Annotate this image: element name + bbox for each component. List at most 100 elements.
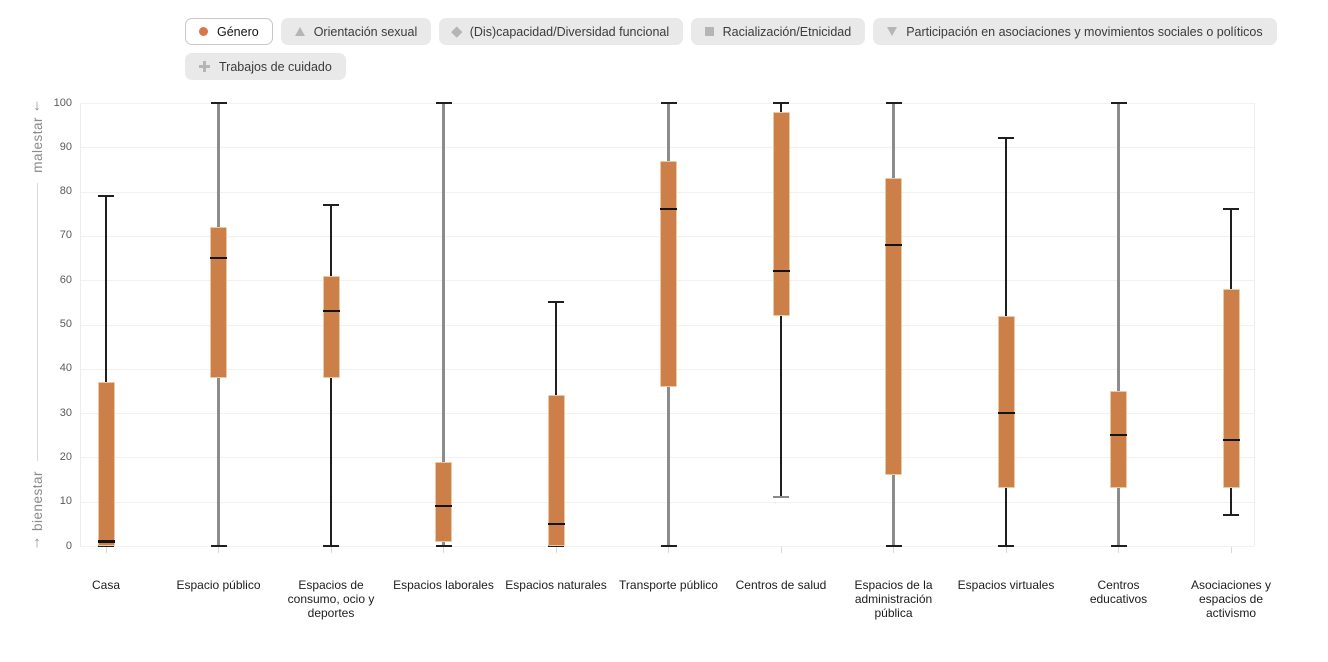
median-line bbox=[1110, 434, 1127, 437]
legend: Género Orientación sexual (Dis)capacidad/D… bbox=[185, 18, 1277, 80]
x-axis-label: Centros de salud bbox=[735, 578, 827, 592]
whisker-cap-top bbox=[98, 195, 114, 198]
x-axis-label: Espacio público bbox=[176, 578, 261, 592]
triangle-up-icon bbox=[294, 27, 305, 36]
whisker-cap-top bbox=[660, 102, 677, 104]
gridline-y-20 bbox=[80, 457, 1254, 459]
x-axis-label: Espacios de la administración pública bbox=[854, 578, 933, 621]
y-tick-label: 30 bbox=[59, 406, 72, 419]
circle-icon bbox=[199, 27, 208, 36]
y-tick-label: 90 bbox=[59, 140, 72, 153]
whisker-cap-bottom bbox=[548, 545, 564, 547]
whisker-cap-bottom bbox=[773, 496, 789, 499]
whisker-cap-bottom bbox=[1223, 513, 1239, 516]
y-tick-label: 20 bbox=[59, 450, 72, 463]
legend-button-genero[interactable]: Género bbox=[185, 18, 273, 45]
x-axis-label: Espacios de consumo, ocio y deportes bbox=[287, 578, 375, 621]
x-axis-label: Casa bbox=[91, 578, 120, 592]
whisker-cap-bottom bbox=[998, 545, 1014, 547]
plus-icon bbox=[199, 61, 210, 72]
gridline-y-30 bbox=[80, 413, 1254, 415]
median-line bbox=[547, 522, 565, 525]
median-line bbox=[97, 540, 115, 543]
x-tick bbox=[330, 547, 332, 553]
x-axis-label: Transporte público bbox=[619, 578, 718, 592]
whisker-line bbox=[1117, 103, 1120, 546]
legend-button-label: (Dis)capacidad/Diversidad funcional bbox=[469, 24, 670, 39]
legend-button-label: Género bbox=[217, 24, 259, 39]
x-tick bbox=[443, 547, 444, 553]
x-tick bbox=[1230, 547, 1232, 553]
iqr-box bbox=[1222, 289, 1240, 489]
arrow-down-icon: ↓ bbox=[33, 97, 41, 114]
whisker-cap-bottom bbox=[885, 545, 902, 547]
y-tick-label: 70 bbox=[59, 229, 72, 242]
whisker-cap-top bbox=[1110, 102, 1127, 104]
x-tick bbox=[105, 547, 107, 553]
y-tick-label: 40 bbox=[59, 362, 72, 375]
whisker-cap-bottom bbox=[210, 545, 227, 547]
legend-button-racializacion-etnicidad[interactable]: Racialización/Etnicidad bbox=[691, 18, 866, 45]
median-line bbox=[997, 412, 1015, 415]
whisker-cap-top bbox=[435, 102, 452, 104]
median-line bbox=[772, 270, 790, 273]
legend-button-trabajos-de-cuidado[interactable]: Trabajos de cuidado bbox=[185, 53, 346, 80]
square-icon bbox=[705, 27, 714, 36]
median-line bbox=[1222, 438, 1240, 441]
whisker-cap-bottom bbox=[98, 545, 114, 547]
x-axis-label: Espacios naturales bbox=[505, 578, 607, 592]
whisker-cap-bottom bbox=[323, 545, 339, 547]
y-tick-label: 60 bbox=[59, 273, 72, 286]
legend-button-participacion-en-asociaciones-y-movimientos-sociales-o-politicos[interactable]: Participación en asociaciones y movimien… bbox=[873, 18, 1277, 45]
plot-right-edge bbox=[1254, 103, 1255, 546]
whisker-cap-top bbox=[210, 102, 227, 104]
legend-button-label: Orientación sexual bbox=[313, 24, 418, 39]
triangle-down-icon bbox=[887, 27, 898, 36]
iqr-box bbox=[210, 227, 227, 378]
x-axis-label: Asociaciones y espacios de activismo bbox=[1190, 578, 1272, 621]
legend-row-1: Género Orientación sexual (Dis)capacidad/D… bbox=[185, 18, 1277, 45]
whisker-cap-top bbox=[885, 102, 902, 104]
whisker-cap-bottom bbox=[435, 545, 452, 547]
legend-button-label: Racialización/Etnicidad bbox=[722, 24, 852, 39]
legend-button-dis-capacidad-diversidad-funcional[interactable]: (Dis)capacidad/Diversidad funcional bbox=[439, 18, 684, 45]
median-line bbox=[660, 208, 677, 211]
whisker-cap-top bbox=[323, 203, 339, 206]
x-tick bbox=[555, 547, 557, 553]
median-line bbox=[435, 505, 452, 508]
y-tick-label: 0 bbox=[65, 539, 72, 552]
y-axis-rail-divider bbox=[36, 182, 38, 461]
whisker-cap-bottom bbox=[660, 545, 677, 547]
legend-row-2: Trabajos de cuidado bbox=[185, 53, 1277, 80]
legend-button-label: Participación en asociaciones y movimien… bbox=[906, 24, 1263, 39]
gridline-y-90 bbox=[80, 147, 1254, 149]
iqr-box bbox=[322, 275, 340, 378]
whisker-line bbox=[442, 103, 445, 546]
x-axis-label: Espacios virtuales bbox=[957, 578, 1055, 592]
x-tick bbox=[1118, 547, 1119, 553]
iqr-box bbox=[435, 461, 452, 542]
whisker-cap-top bbox=[1223, 208, 1239, 211]
x-tick bbox=[1005, 547, 1007, 553]
whisker-cap-top bbox=[773, 102, 789, 104]
gridline-y-10 bbox=[80, 501, 1254, 503]
x-tick bbox=[668, 547, 669, 553]
legend-button-orientacion-sexual[interactable]: Orientación sexual bbox=[280, 18, 432, 45]
whisker-cap-top bbox=[998, 137, 1014, 140]
plot-left-edge bbox=[80, 103, 81, 546]
iqr-box bbox=[547, 395, 565, 546]
median-line bbox=[885, 243, 902, 246]
x-tick bbox=[218, 547, 219, 553]
median-line bbox=[322, 310, 340, 313]
iqr-box bbox=[660, 160, 677, 387]
y-tick-label: 50 bbox=[59, 318, 72, 330]
whisker-cap-top bbox=[548, 301, 564, 304]
iqr-box bbox=[772, 111, 790, 316]
x-axis-label: Centros educativos bbox=[1089, 578, 1148, 607]
whisker-line bbox=[105, 196, 107, 546]
y-tick-label: 100 bbox=[53, 96, 72, 109]
y-tick-label: 10 bbox=[59, 495, 72, 508]
iqr-box bbox=[885, 178, 902, 476]
